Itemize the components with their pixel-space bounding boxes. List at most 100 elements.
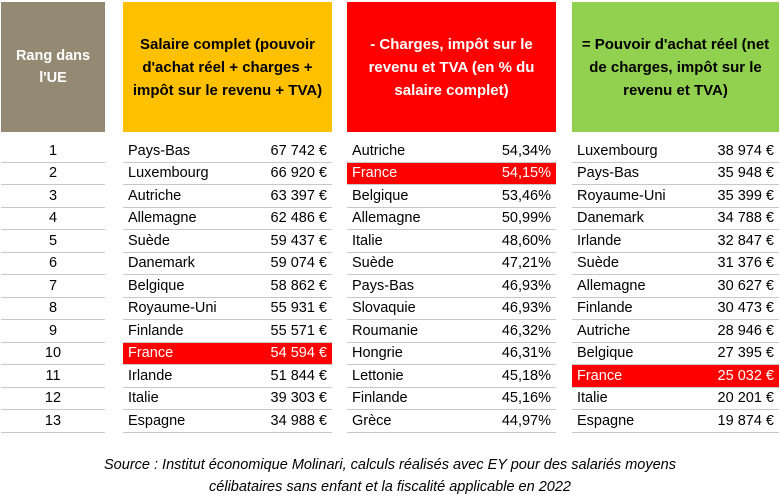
- power-value: 27 395 €: [717, 345, 774, 362]
- power-row: Royaume-Uni 35 399 €: [572, 185, 779, 208]
- rank-cell: 1: [1, 140, 105, 163]
- rank-value: 9: [48, 322, 58, 339]
- rank-value: 11: [45, 367, 61, 384]
- power-value: 19 874 €: [717, 412, 774, 429]
- salary-value: 66 920 €: [270, 165, 327, 182]
- charges-country: Italie: [352, 232, 383, 249]
- salary-value: 55 931 €: [270, 300, 327, 317]
- salary-row: Irlande 51 844 €: [123, 365, 332, 388]
- rank-cell: 6: [1, 253, 105, 275]
- salary-country: Autriche: [128, 187, 182, 204]
- salary-value: 51 844 €: [270, 367, 327, 384]
- rank-column: 1 2 3 4 5 6 7 8 9 10 11 12 13: [1, 140, 105, 433]
- charges-value: 53,46%: [501, 187, 551, 204]
- charges-value: 50,99%: [501, 210, 551, 227]
- salary-value: 59 437 €: [270, 232, 327, 249]
- charges-country: Lettonie: [352, 367, 404, 384]
- rank-cell: 3: [1, 185, 105, 208]
- salary-country: Luxembourg: [128, 165, 209, 182]
- charges-country: Slovaquie: [352, 300, 416, 317]
- salary-row: Royaume-Uni 55 931 €: [123, 298, 332, 320]
- charges-country: Roumanie: [352, 322, 419, 339]
- power-row: Irlande 32 847 €: [572, 230, 779, 253]
- salary-row: Suède 59 437 €: [123, 230, 332, 253]
- rank-value: 2: [48, 165, 58, 182]
- salary-country: Irlande: [128, 367, 173, 384]
- charges-row: Lettonie 45,18%: [347, 365, 556, 388]
- charges-value: 54,15%: [501, 165, 551, 182]
- salary-value: 67 742 €: [270, 142, 327, 159]
- charges-value: 47,21%: [501, 255, 551, 272]
- charges-value: 45,18%: [501, 367, 551, 384]
- salary-row: Luxembourg 66 920 €: [123, 163, 332, 185]
- power-country: Irlande: [577, 232, 622, 249]
- power-header-label: = Pouvoir d'achat réel (net de charges, …: [581, 35, 770, 99]
- source-line-1: Source : Institut économique Molinari, c…: [104, 457, 676, 473]
- rank-cell: 10: [1, 343, 105, 365]
- power-value: 20 201 €: [717, 390, 774, 407]
- power-country: Royaume-Uni: [577, 187, 666, 204]
- salary-value: 39 303 €: [270, 390, 327, 407]
- salary-row: Allemagne 62 486 €: [123, 208, 332, 230]
- salary-country: Espagne: [128, 412, 186, 429]
- charges-country: Grèce: [352, 412, 392, 429]
- charges-country: France: [352, 165, 398, 182]
- salary-row: Autriche 63 397 €: [123, 185, 332, 208]
- power-row: Luxembourg 38 974 €: [572, 140, 779, 163]
- power-row: Belgique 27 395 €: [572, 343, 779, 365]
- charges-row: Autriche 54,34%: [347, 140, 556, 163]
- rank-value: 13: [44, 412, 62, 429]
- charges-row: Hongrie 46,31%: [347, 343, 556, 365]
- rank-value: 12: [44, 390, 62, 407]
- salary-column: Pays-Bas 67 742 € Luxembourg 66 920 € Autric…: [123, 140, 332, 433]
- charges-country: Allemagne: [352, 210, 421, 227]
- salary-value: 58 862 €: [270, 277, 327, 294]
- rank-cell: 13: [1, 410, 105, 433]
- charges-country: Pays-Bas: [352, 277, 415, 294]
- charges-row: Slovaquie 46,93%: [347, 298, 556, 320]
- salary-header: Salaire complet (pouvoir d'achat réel + …: [123, 2, 332, 132]
- power-country: Autriche: [577, 322, 631, 339]
- rank-cell: 2: [1, 163, 105, 185]
- charges-row: Roumanie 46,32%: [347, 320, 556, 343]
- salary-value: 54 594 €: [270, 345, 327, 362]
- power-value: 34 788 €: [717, 210, 774, 227]
- power-row: Espagne 19 874 €: [572, 410, 779, 433]
- power-value: 30 473 €: [717, 300, 774, 317]
- salary-header-label: Salaire complet (pouvoir d'achat réel + …: [132, 35, 323, 99]
- salary-row: France 54 594 €: [123, 342, 332, 365]
- rank-cell: 4: [1, 208, 105, 230]
- rank-value: 7: [48, 277, 58, 294]
- salary-country: Finlande: [128, 322, 184, 339]
- power-country: Suède: [577, 255, 619, 272]
- power-row: Finlande 30 473 €: [572, 298, 779, 320]
- charges-row: Italie 48,60%: [347, 230, 556, 253]
- rank-cell: 9: [1, 320, 105, 343]
- charges-country: Autriche: [352, 142, 406, 159]
- power-country: Belgique: [577, 345, 634, 362]
- charges-row: Finlande 45,16%: [347, 388, 556, 410]
- charges-row: France 54,15%: [347, 162, 556, 185]
- charges-country: Suède: [352, 255, 394, 272]
- rank-value: 6: [48, 255, 58, 272]
- power-value: 28 946 €: [717, 322, 774, 339]
- power-country: Pays-Bas: [577, 165, 640, 182]
- charges-value: 46,31%: [501, 345, 551, 362]
- source-note: Source : Institut économique Molinari, c…: [0, 454, 780, 498]
- salary-value: 34 988 €: [270, 412, 327, 429]
- salary-row: Danemark 59 074 €: [123, 253, 332, 275]
- power-country: Danemark: [577, 210, 644, 227]
- charges-header-label: - Charges, impôt sur le revenu et TVA (e…: [368, 35, 535, 99]
- salary-country: Belgique: [128, 277, 185, 294]
- power-row: Danemark 34 788 €: [572, 208, 779, 230]
- charges-value: 44,97%: [501, 412, 551, 429]
- power-country: Luxembourg: [577, 142, 658, 159]
- power-row: Pays-Bas 35 948 €: [572, 163, 779, 185]
- rank-value: 1: [48, 142, 58, 159]
- salary-value: 62 486 €: [270, 210, 327, 227]
- rank-cell: 12: [1, 388, 105, 410]
- charges-value: 46,93%: [501, 300, 551, 317]
- salary-row: Espagne 34 988 €: [123, 410, 332, 433]
- salary-country: France: [128, 345, 174, 362]
- rank-cell: 8: [1, 298, 105, 320]
